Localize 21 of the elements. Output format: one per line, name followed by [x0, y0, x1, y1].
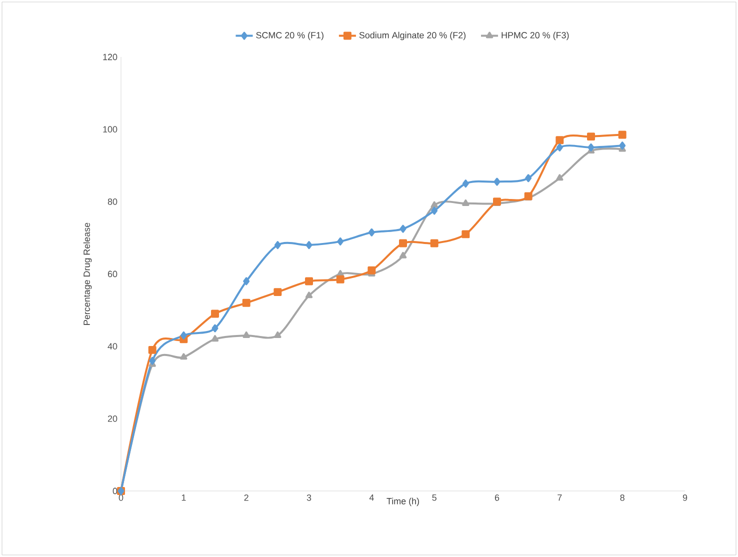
x-tick-label: 9 [682, 494, 688, 501]
x-tick-label: 4 [369, 494, 374, 501]
y-tick-label: 60 [108, 270, 118, 278]
y-tick-label: 20 [108, 415, 118, 422]
x-tick-label: 7 [558, 494, 562, 501]
y-tick-label: 100 [103, 126, 118, 132]
x-tick-label: 1 [182, 494, 186, 501]
x-tick-label: 3 [306, 494, 312, 501]
y-tick-label: 40 [108, 343, 118, 350]
y-tick-label: 80 [108, 198, 118, 205]
x-tick-label: 2 [244, 494, 248, 501]
y-tick-label: 120 [103, 54, 118, 60]
x-tick-label: 5 [432, 494, 436, 501]
legend-label: SCMC 20 % (F1) [256, 32, 324, 40]
x-axis-title: Time (h) [386, 498, 419, 506]
y-axis-title: Percentage Drug Release [83, 222, 92, 325]
legend-label: Sodium Alginate 20 % (F2) [359, 32, 466, 40]
x-tick-label: 8 [620, 494, 624, 501]
y-tick-label: 0 [112, 488, 118, 494]
x-tick-label: 6 [494, 494, 500, 501]
legend-label: HPMC 20 % (F3) [502, 32, 569, 40]
